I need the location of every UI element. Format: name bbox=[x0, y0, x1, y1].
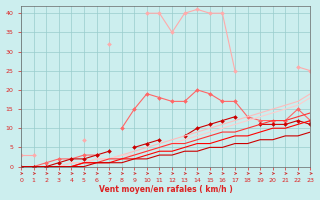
X-axis label: Vent moyen/en rafales ( km/h ): Vent moyen/en rafales ( km/h ) bbox=[99, 185, 233, 194]
